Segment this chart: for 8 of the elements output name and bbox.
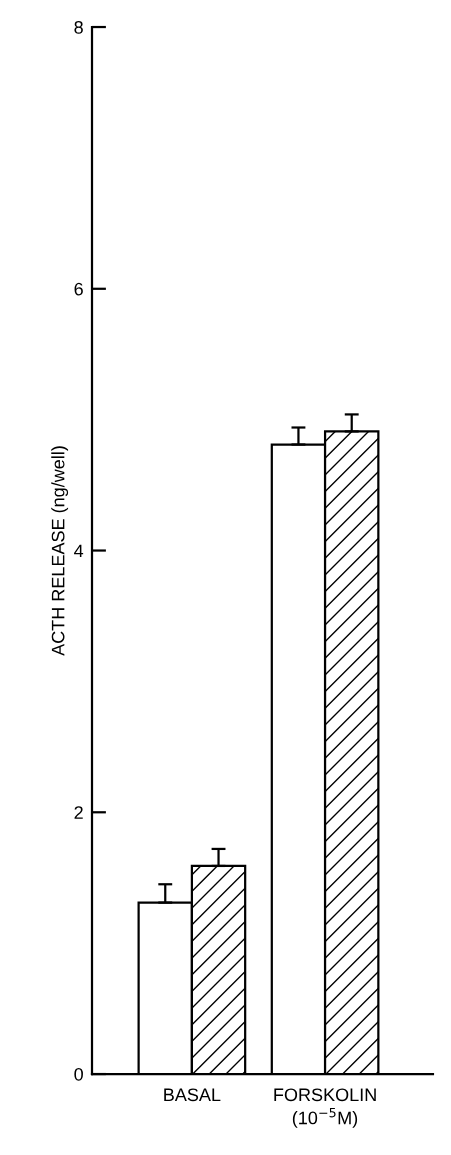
y-axis-title: ACTH RELEASE (ng/well) (51, 446, 69, 656)
y-tick-label: 6 (74, 282, 83, 296)
x-tick-label: FORSKOLIN (10$^{−5}$M) (274, 1088, 376, 1128)
y-tick-label: 2 (74, 806, 83, 819)
y-tick-label: 8 (74, 20, 83, 34)
x-tick-label: BASAL (164, 1088, 221, 1102)
y-tick-label: 4 (74, 544, 84, 558)
y-tick-label: 0 (74, 1067, 83, 1081)
